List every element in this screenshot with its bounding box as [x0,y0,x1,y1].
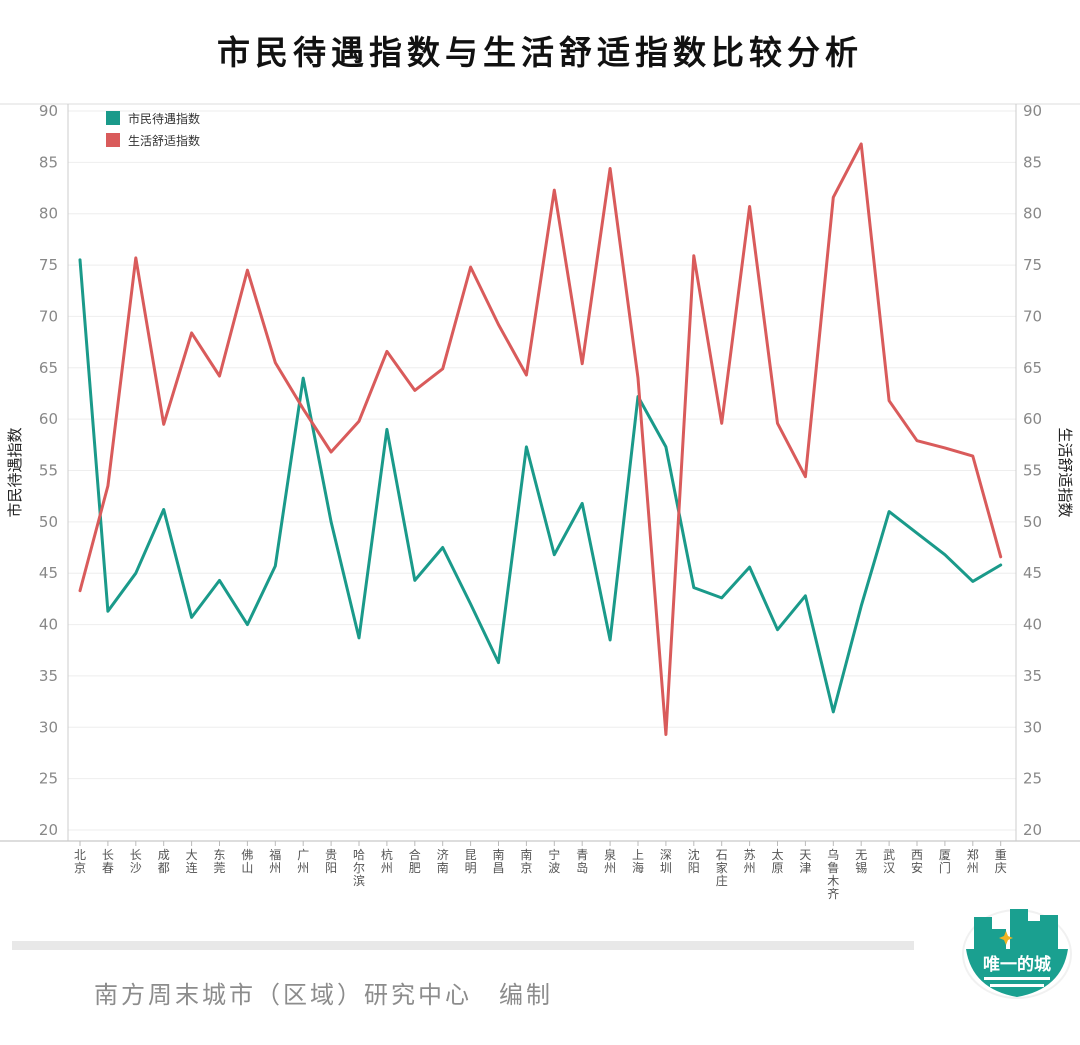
x-tick-label-20: 上海 [632,848,644,875]
x-tick-label-21: 深圳 [660,848,672,875]
x-tick-label-15: 南昌 [492,847,504,875]
series-line-1 [78,142,1003,736]
y-tick-right-2: 30 [1023,718,1042,736]
series-lines [78,142,1003,736]
x-tick-label-9: 贵阳 [325,848,337,875]
grid [68,110,1016,831]
legend-label-1: 生活舒适指数 [128,133,200,148]
x-tick-label-23: 石家庄 [716,848,728,888]
y-tick-right-8: 60 [1023,410,1042,428]
y-tick-right-1: 25 [1023,770,1042,788]
y-axis-title-right: 生活舒适指数 [1056,427,1074,517]
y-tick-left-10: 70 [39,307,58,325]
y-tick-left-0: 20 [39,821,58,839]
x-tick-label-31: 厦门 [939,848,951,875]
x-tick-label-33: 重庆 [995,848,1007,875]
y-tick-right-0: 20 [1023,821,1042,839]
y-tick-right-4: 40 [1023,616,1042,634]
x-tick-label-19: 泉州 [604,848,616,875]
logo-text: 唯一的城 [983,954,1051,975]
x-tick-label-18: 青岛 [576,848,588,875]
x-tick-label-5: 东莞 [213,848,225,875]
y-tick-left-6: 50 [39,513,58,531]
y-tick-right-11: 75 [1023,256,1042,274]
x-tick-label-12: 合肥 [409,847,421,875]
y-tick-left-7: 55 [39,462,58,480]
y-ticks-right: 20 25 30 35 40 45 50 55 60 65 70 75 80 85 90 [1023,102,1042,839]
x-tick-label-8: 广州 [297,848,309,875]
x-tick-label-11: 杭州 [381,847,393,875]
y-tick-left-3: 35 [39,667,58,685]
y-tick-left-1: 25 [39,770,58,788]
y-tick-right-14: 90 [1023,102,1042,120]
y-tick-right-7: 55 [1023,462,1042,480]
x-tick-label-17: 宁波 [548,847,560,875]
x-tick-label-16: 南京 [520,847,532,875]
x-tick-label-14: 昆明 [465,848,477,875]
x-tick-label-3: 成都 [158,848,170,875]
legend-label-0: 市民待遇指数 [128,111,200,126]
x-tick-label-2: 长沙 [130,848,142,875]
y-tick-right-13: 85 [1023,153,1042,171]
legend-swatch-1 [106,133,120,147]
y-axis-title-left: 市民待遇指数 [6,427,24,517]
x-tick-label-10: 哈尔滨 [353,848,365,888]
x-tick-label-7: 福州 [269,847,281,875]
x-tick-label-26: 天津 [799,848,811,875]
y-tick-left-13: 85 [39,153,58,171]
y-tick-right-3: 35 [1023,667,1042,685]
x-tick-label-1: 长春 [102,848,114,875]
x-tick-label-32: 郑州 [967,847,979,875]
x-tick-label-30: 西安 [911,848,923,875]
y-tick-right-12: 80 [1023,205,1042,223]
y-tick-left-9: 65 [39,359,58,377]
y-tick-right-5: 45 [1023,564,1042,582]
y-tick-left-5: 45 [39,564,58,582]
logo: 唯一的城 [962,909,1072,999]
y-ticks-left: 20 25 30 35 40 45 50 55 60 65 70 75 80 85 90 [39,102,58,839]
chart-title: 市民待遇指数与生活舒适指数比较分析 [217,33,863,72]
y-tick-left-11: 75 [39,256,58,274]
x-tick-label-25: 太原 [771,847,783,875]
footer-divider [12,941,914,950]
x-tick-label-27: 乌鲁木齐 [827,847,839,901]
x-tick-label-24: 苏州 [744,848,756,875]
series-line-0 [78,258,1003,714]
y-tick-right-10: 70 [1023,307,1042,325]
y-tick-left-4: 40 [39,616,58,634]
x-tick-label-22: 沈阳 [688,847,700,875]
footer-credit: 南方周末城市（区域）研究中心 编制 [94,981,553,1009]
y-tick-left-8: 60 [39,410,58,428]
y-tick-left-14: 90 [39,102,58,120]
x-tick-label-6: 佛山 [241,848,253,875]
x-tick-label-28: 无锡 [855,848,867,875]
y-tick-right-6: 50 [1023,513,1042,531]
axes [0,103,1080,842]
y-tick-left-12: 80 [39,205,58,223]
x-tick-label-29: 武汉 [883,848,895,875]
y-tick-left-2: 30 [39,718,58,736]
x-tick-label-4: 大连 [186,848,198,875]
x-tick-label-13: 济南 [437,847,449,875]
y-tick-right-9: 65 [1023,359,1042,377]
x-tick-label-0: 北京 [74,848,86,875]
legend-swatch-0 [106,111,120,125]
